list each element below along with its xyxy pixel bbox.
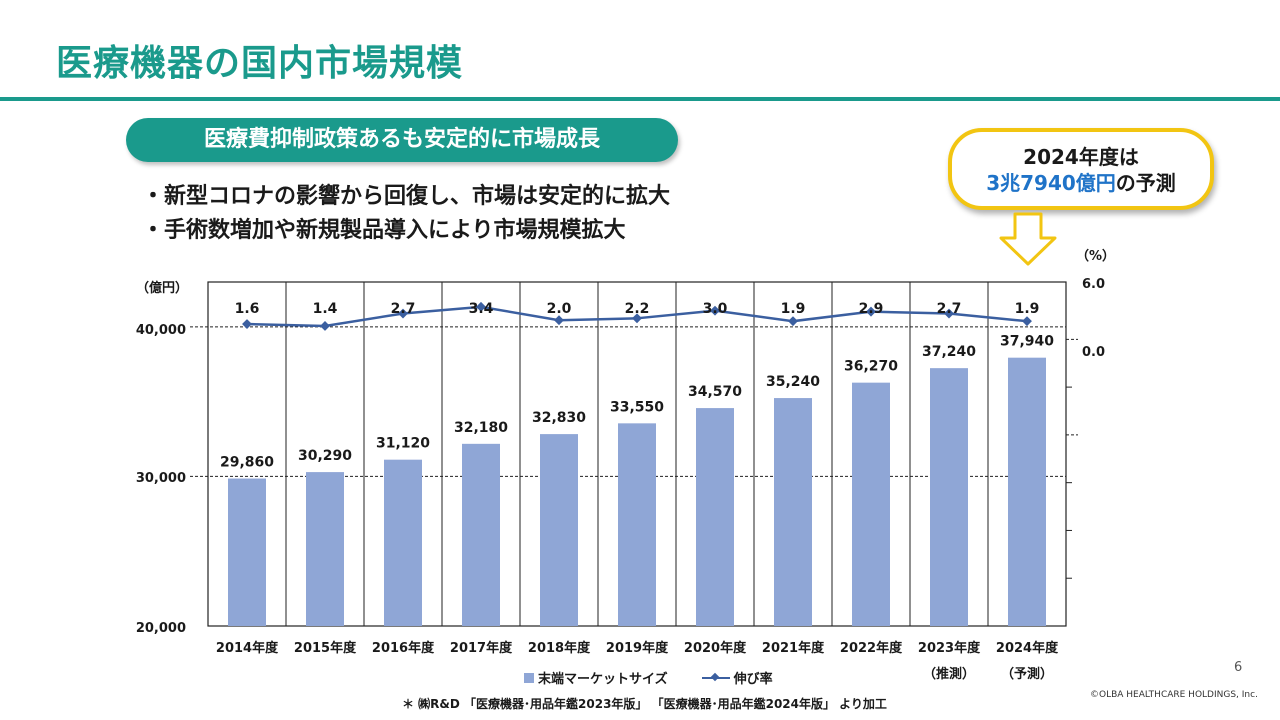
x-tick-label-2: 2016年度 xyxy=(372,640,435,656)
bar-label-6: 34,570 xyxy=(688,384,742,400)
callout-line-2: 3兆7940億円の予測 xyxy=(952,170,1210,196)
bar-5 xyxy=(618,423,656,626)
rate-label-8: 2.9 xyxy=(859,301,884,317)
x-tick-label-5: 2019年度 xyxy=(606,640,669,656)
page-number: 6 xyxy=(1234,660,1243,675)
y-left-tick-30000: 30,000 xyxy=(136,471,186,486)
x-tick-label-0: 2014年度 xyxy=(216,640,279,656)
rate-label-7: 1.9 xyxy=(781,301,806,317)
rate-point-6 xyxy=(710,305,720,316)
rate-label-1: 1.4 xyxy=(313,301,338,317)
bar-6 xyxy=(696,408,734,626)
down-arrow-icon xyxy=(999,212,1057,266)
x-tick-label-1: 2015年度 xyxy=(294,640,357,656)
bar-7 xyxy=(774,398,812,626)
x-tick-note-10: （予測） xyxy=(1001,666,1053,682)
bar-9 xyxy=(930,368,968,626)
bar-label-10: 37,940 xyxy=(1000,334,1054,350)
x-tick-label-4: 2018年度 xyxy=(528,640,591,656)
y-right-tick-0: 0.0 xyxy=(1082,345,1105,360)
y-left-tick-20000: 20,000 xyxy=(136,621,186,636)
x-tick-label-10: 2024年度 xyxy=(996,640,1059,656)
rate-point-7 xyxy=(788,316,798,327)
bar-label-7: 35,240 xyxy=(766,374,820,390)
rate-point-2 xyxy=(398,308,408,319)
legend-line-label: 伸び率 xyxy=(733,672,773,687)
rate-point-9 xyxy=(944,308,954,319)
x-tick-label-7: 2021年度 xyxy=(762,640,825,656)
forecast-callout: 2024年度は 3兆7940億円の予測 xyxy=(948,128,1214,210)
callout-suffix: の予測 xyxy=(1115,171,1176,195)
x-tick-label-6: 2020年度 xyxy=(684,640,747,656)
headline-pill: 医療費抑制政策あるも安定的に市場成長 xyxy=(126,118,678,162)
rate-label-3: 3.4 xyxy=(469,301,494,317)
y-right-tick-6: 6.0 xyxy=(1082,277,1105,292)
bar-label-1: 30,290 xyxy=(298,448,352,464)
rate-label-0: 1.6 xyxy=(235,301,260,317)
rate-point-1 xyxy=(320,321,330,331)
bar-2 xyxy=(384,459,422,626)
source-note: ＊ ㈱R&D 「医療機器･用品年鑑2023年版」 「医療機器･用品年鑑2024年… xyxy=(402,697,887,711)
bar-label-2: 31,120 xyxy=(376,436,430,452)
bar-0 xyxy=(228,478,266,626)
legend-bar-label: 末端マーケットサイズ xyxy=(538,672,668,687)
rate-label-4: 2.0 xyxy=(547,301,572,317)
bar-label-4: 32,830 xyxy=(532,410,586,426)
y-left-unit: （億円） xyxy=(136,280,188,296)
bar-10 xyxy=(1008,357,1046,626)
bullet-list: ・新型コロナの影響から回復し、市場は安定的に拡大 ・手術数増加や新規製品導入によ… xyxy=(142,180,670,248)
bar-label-9: 37,240 xyxy=(922,344,976,360)
callout-line-1: 2024年度は xyxy=(1023,145,1139,169)
bar-8 xyxy=(852,382,890,626)
rate-point-10 xyxy=(1022,316,1032,327)
x-tick-label-8: 2022年度 xyxy=(840,640,903,656)
bar-3 xyxy=(462,443,500,626)
bar-label-0: 29,860 xyxy=(220,455,274,471)
rate-label-10: 1.9 xyxy=(1015,301,1040,317)
bar-label-5: 33,550 xyxy=(610,399,664,415)
rate-label-2: 2.7 xyxy=(391,301,416,317)
page-title: 医療機器の国内市場規模 xyxy=(56,43,464,84)
rate-point-4 xyxy=(554,315,564,326)
rate-label-9: 2.7 xyxy=(937,301,962,317)
rate-label-6: 3.0 xyxy=(703,301,728,317)
copyright: ©OLBA HEALTHCARE HOLDINGS, Inc. xyxy=(1090,690,1258,700)
callout-highlight: 3兆7940億円 xyxy=(986,171,1116,195)
rate-point-5 xyxy=(632,313,642,324)
bar-label-3: 32,180 xyxy=(454,420,508,436)
rate-point-8 xyxy=(866,306,876,317)
bullet-item-2: ・手術数増加や新規製品導入により市場規模拡大 xyxy=(142,218,626,243)
bar-1 xyxy=(306,472,344,626)
bar-label-8: 36,270 xyxy=(844,359,898,375)
rate-point-3 xyxy=(476,301,486,312)
bullet-item-1: ・新型コロナの影響から回復し、市場は安定的に拡大 xyxy=(142,184,671,209)
rate-point-0 xyxy=(242,319,252,329)
bar-4 xyxy=(540,434,578,626)
y-right-unit: （%） xyxy=(1076,248,1115,264)
legend-bar-swatch xyxy=(524,672,534,683)
chart-legend: 末端マーケットサイズ 伸び率 xyxy=(524,668,773,687)
x-tick-note-9: （推測） xyxy=(923,666,975,682)
x-tick-label-3: 2017年度 xyxy=(450,640,513,656)
rate-label-5: 2.2 xyxy=(625,301,650,317)
legend-line-swatch xyxy=(701,673,730,683)
title-divider xyxy=(0,97,1280,101)
x-tick-label-9: 2023年度 xyxy=(918,640,981,656)
y-left-tick-40000: 40,000 xyxy=(136,323,186,338)
